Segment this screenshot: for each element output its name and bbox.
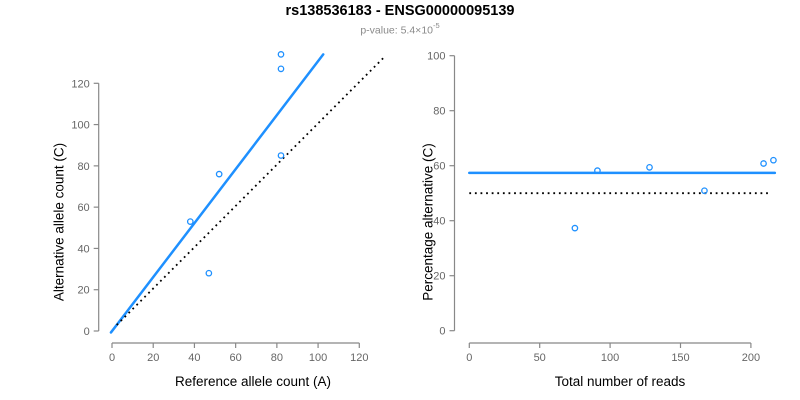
y-tick-label: 100 (427, 51, 445, 63)
x-tick-label: 40 (188, 352, 200, 364)
x-tick-label: 80 (271, 352, 283, 364)
y-tick-label: 0 (84, 326, 90, 338)
y-tick-label: 40 (77, 243, 89, 255)
y-axis-label: Alternative allele count (C) (52, 143, 67, 301)
data-point (277, 65, 285, 73)
data-point (594, 167, 601, 174)
y-tick-label: 20 (433, 271, 445, 283)
x-tick-label: 100 (309, 352, 327, 364)
y-tick-label: 80 (433, 106, 445, 118)
y-tick-label: 80 (77, 161, 89, 173)
y-tick-label: 20 (77, 285, 89, 297)
data-point (215, 170, 223, 178)
y-axis-label: Percentage alternative (C) (421, 143, 436, 301)
data-point (760, 160, 767, 167)
data-point (701, 187, 708, 195)
x-tick-label: 100 (601, 352, 619, 364)
x-tick-label: 150 (671, 352, 689, 364)
x-tick-label: 200 (742, 352, 760, 364)
p-value-exponent: -5 (433, 21, 440, 30)
panel-left: 0 20 40 60 80 100 120 0 20 40 60 80 100 120 Reference … (52, 51, 386, 389)
x-axis-label: Reference allele count (A) (175, 374, 331, 389)
identity-line (116, 55, 386, 326)
y-tick-label: 100 (71, 120, 89, 132)
data-point (277, 152, 285, 159)
x-tick-label: 60 (230, 352, 242, 364)
data-point (770, 156, 777, 164)
p-value-text: p-value: 5.4×10 (360, 24, 433, 37)
regression-line (109, 53, 325, 334)
plot-title: rs138536183 - ENSG00000095139 (285, 3, 515, 19)
x-tick-label: 20 (147, 352, 159, 364)
x-tick-label: 0 (466, 352, 472, 364)
plot-subtitle: p-value: 5.4×10-5 (0, 21, 800, 37)
y-tick-label: 0 (439, 326, 445, 338)
data-point (277, 51, 285, 58)
data-point (205, 269, 213, 277)
data-point (186, 218, 194, 225)
x-axis-label: Total number of reads (555, 374, 686, 389)
x-tick-label: 0 (109, 352, 115, 364)
y-tick-label: 120 (71, 78, 89, 90)
data-point (571, 224, 579, 232)
y-tick-label: 60 (433, 161, 445, 173)
x-tick-label: 50 (534, 352, 546, 364)
data-point (646, 164, 653, 171)
y-tick-label: 60 (77, 202, 89, 214)
panel-right: 0 50 100 150 200 0 20 40 60 80 100 Total number of … (421, 51, 777, 389)
x-tick-label: 120 (350, 352, 368, 364)
y-tick-label: 40 (433, 216, 445, 228)
